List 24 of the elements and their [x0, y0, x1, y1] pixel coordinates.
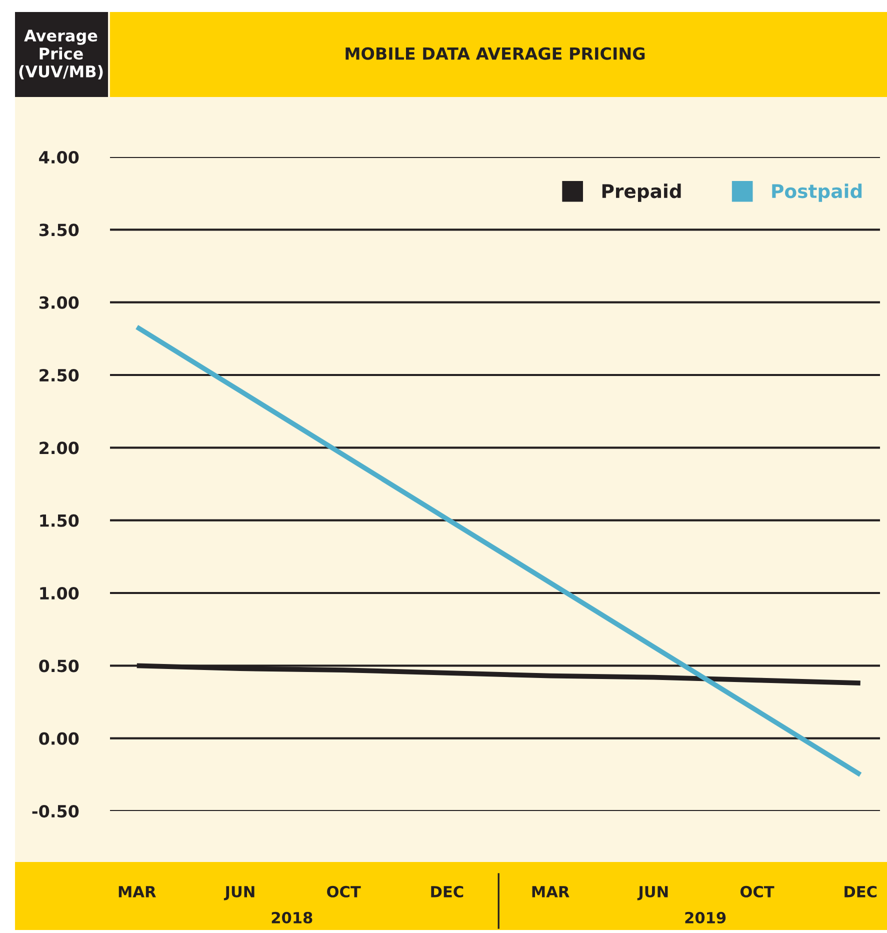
x-tick-label: OCT: [740, 886, 774, 898]
text: 2018: [272, 912, 312, 924]
legend-label: Postpaid: [772, 184, 862, 202]
x-tick-label: JUN: [637, 886, 668, 900]
y-tick-label: 0.50: [39, 660, 79, 672]
x-tick-label: DEC: [844, 886, 877, 898]
y-tick-label: 2.00: [40, 442, 79, 454]
text: 2019: [685, 912, 726, 924]
y-tick-label: 2.50: [40, 368, 79, 382]
x-tick-label: JUN: [224, 886, 254, 900]
y-tick-label: 4.00: [39, 150, 79, 164]
legend-label: Prepaid: [602, 184, 681, 202]
y-tick-label: -0.50: [32, 804, 79, 818]
y-tick-label: 1.00: [40, 586, 79, 600]
x-tick-label: MAR: [532, 886, 570, 898]
x-tick-label: OCT: [327, 886, 361, 898]
y-axis-title: Average Price (VUV/MB): [19, 30, 103, 80]
y-tick-label: 3.00: [39, 296, 79, 309]
y-tick-label: 3.50: [39, 224, 79, 236]
x-tick-label: MAR: [118, 886, 156, 898]
chart-title: MOBILE DATA AVERAGE PRICING: [346, 47, 645, 60]
y-tick-label: 0.00: [39, 732, 79, 745]
x-tick-label: DEC: [431, 886, 464, 898]
y-tick-label: 1.50: [40, 514, 79, 527]
